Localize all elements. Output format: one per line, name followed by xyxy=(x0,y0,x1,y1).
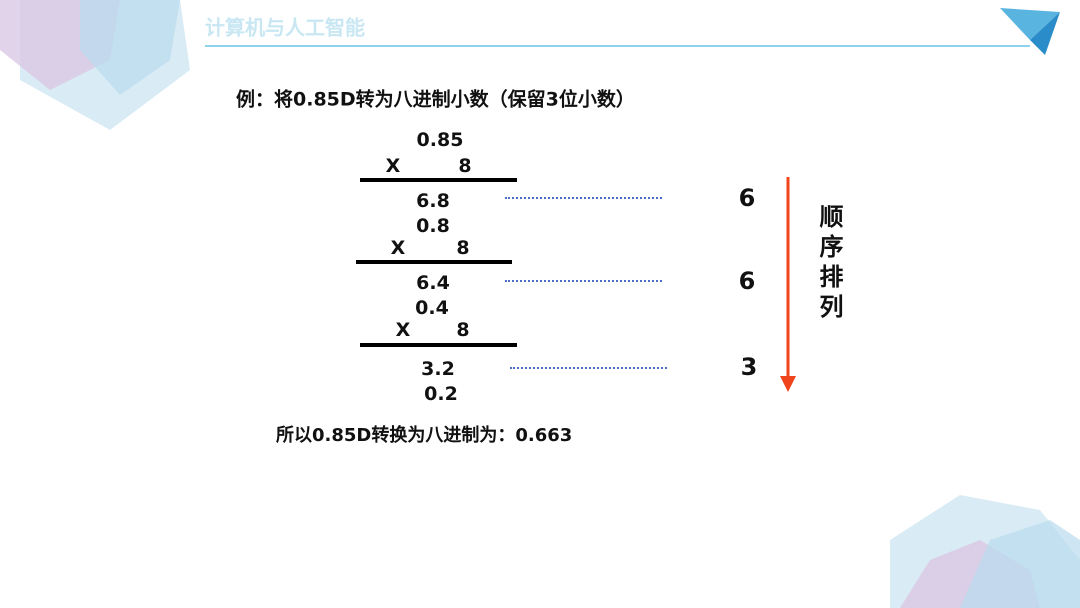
multiplicand: 0.4 xyxy=(415,297,449,319)
dotted-line xyxy=(505,197,662,199)
operator: X xyxy=(385,155,401,177)
digit: 3 xyxy=(740,353,758,381)
multiplier: 8 xyxy=(456,237,470,259)
rule xyxy=(360,343,517,347)
header-title: 计算机与人工智能 xyxy=(205,15,365,40)
multiplier: 8 xyxy=(458,155,472,177)
conclusion: 所以0.85D转换为八进制为：0.663 xyxy=(276,425,573,446)
operator: X xyxy=(390,237,406,259)
product: 3.2 xyxy=(421,358,455,380)
rule xyxy=(360,178,517,182)
digit: 6 xyxy=(738,267,756,295)
operator: X xyxy=(395,319,411,341)
multiplicand: 0.8 xyxy=(416,215,450,237)
rule xyxy=(356,260,512,264)
product: 6.4 xyxy=(416,272,450,294)
multiplicand: 0.85 xyxy=(416,129,464,151)
dotted-line xyxy=(510,367,667,369)
remainder: 0.2 xyxy=(424,383,458,405)
product: 6.8 xyxy=(416,190,450,212)
dotted-line xyxy=(505,280,662,282)
multiplier: 8 xyxy=(456,319,470,341)
digit: 6 xyxy=(738,184,756,212)
example-title: 例：将0.85D转为八进制小数（保留3位小数） xyxy=(236,88,635,111)
order-label: 顺序排列 xyxy=(815,204,843,324)
